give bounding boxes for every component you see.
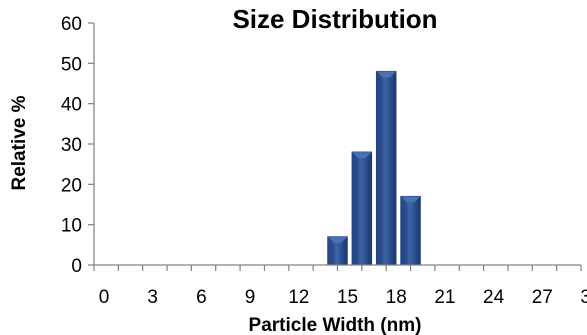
axes-group — [93, 23, 581, 266]
y-tick-label: 0 — [71, 256, 82, 277]
x-tick-label: 30 — [580, 287, 587, 308]
y-axis-title: Relative % — [9, 95, 30, 190]
chart-title: Size Distribution — [232, 4, 437, 34]
x-tick-label: 24 — [483, 287, 505, 308]
bar-bevel-left — [400, 196, 407, 265]
y-tick-label: 30 — [61, 135, 82, 156]
x-axis-title: Particle Width (nm) — [249, 315, 422, 335]
bar-bevel-top — [327, 236, 348, 243]
bar-1 — [351, 151, 373, 266]
bar-bevel-left — [327, 236, 334, 265]
bar-bevel-top — [400, 196, 421, 203]
y-tick-label: 60 — [61, 14, 82, 35]
x-tick-label: 12 — [288, 287, 309, 308]
bar-0 — [327, 236, 348, 266]
y-tick-label: 20 — [61, 175, 82, 196]
bar-3 — [400, 195, 421, 266]
x-tick-label: 27 — [532, 287, 553, 308]
x-tick-label: 9 — [245, 287, 256, 308]
y-tick-label: 10 — [61, 216, 82, 237]
x-tick-label: 18 — [386, 287, 407, 308]
x-tick-label: 15 — [337, 287, 358, 308]
bar-bevel-top — [376, 71, 396, 78]
x-tick-label: 0 — [99, 287, 110, 308]
bars-group — [327, 70, 421, 266]
x-tick-label: 6 — [196, 287, 207, 308]
bar-bevel-top — [352, 152, 372, 159]
y-tick-label: 50 — [61, 54, 82, 75]
bar-bevel-left — [352, 152, 359, 265]
bar-2 — [375, 70, 397, 266]
bar-bevel-left — [376, 71, 383, 266]
x-tick-label: 21 — [434, 287, 455, 308]
x-tick-label: 3 — [147, 287, 158, 308]
ticks-group: 0 10 20 30 40 50 60 0 3 6 9 12 15 18 21 24 27 30 — [61, 14, 587, 308]
y-tick-label: 40 — [61, 95, 82, 116]
